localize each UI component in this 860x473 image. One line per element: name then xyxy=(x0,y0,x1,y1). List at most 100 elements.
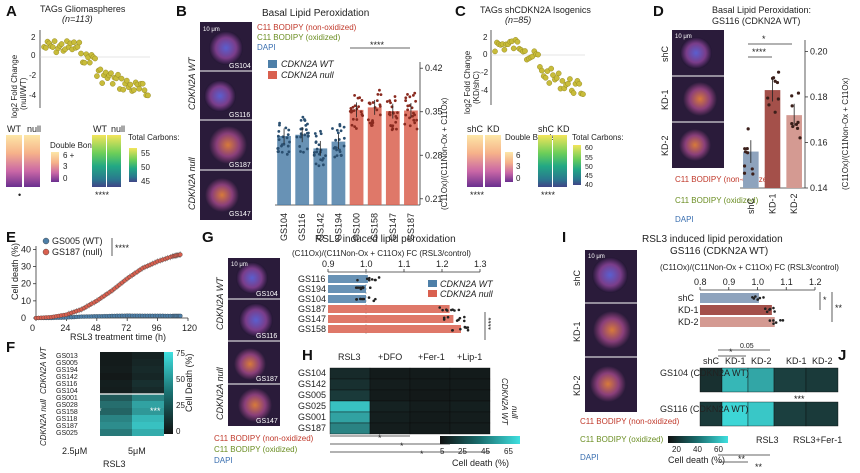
panel-a-dots xyxy=(41,38,151,99)
heatmap-f: GS013GS005GS194GS142GS116GS104GS001GS028… xyxy=(56,352,164,437)
data-point xyxy=(301,115,305,119)
colorbar-tick: 5 xyxy=(440,447,445,456)
data-point xyxy=(396,111,399,114)
panel-c-title: TAGs shCDKN2A Isogenics xyxy=(480,5,591,15)
panel-i-axis-label: (C11Ox)/(C11Non-Ox + C11Ox) FC (RSL3/con… xyxy=(660,263,839,272)
data-point xyxy=(286,133,290,137)
x-tick-label: shC xyxy=(746,197,756,214)
panel-c-ytick: 0 xyxy=(483,50,488,59)
panel-a-ylabel: log2 Fold Change xyxy=(10,54,19,118)
heat-cell xyxy=(100,359,132,366)
heat-cell xyxy=(773,367,807,393)
data-point xyxy=(406,93,409,96)
panel-g-title: RSL3 induced lipid peroxidation xyxy=(315,234,456,245)
data-point xyxy=(766,96,770,100)
y-tick-label: GS194 xyxy=(298,284,326,294)
bar xyxy=(349,109,364,205)
row-label: GS025 xyxy=(298,401,326,411)
data-point xyxy=(299,135,303,139)
scale-bar-label: 10 μm xyxy=(675,34,692,40)
data-point xyxy=(287,128,291,132)
micrograph-cell xyxy=(209,31,243,65)
sig-mark: * xyxy=(98,406,102,416)
micrograph-cell xyxy=(592,257,628,293)
colorbar-label: Cell death (%) xyxy=(452,458,509,468)
heatmap-wt-column xyxy=(6,135,22,187)
heat-cell xyxy=(100,380,132,387)
data-point xyxy=(389,101,392,105)
micrograph-cell xyxy=(234,348,266,380)
row-label-wt: CDKN2A WT xyxy=(187,56,197,110)
colorbar-tick: 6 + xyxy=(63,151,75,160)
data-point xyxy=(371,101,375,104)
stain-oxidized: C11 BODIPY (oxidized) xyxy=(214,445,298,454)
heat-cell xyxy=(100,408,132,415)
data-point xyxy=(280,150,284,154)
panel-j: J 0.05 * shC KD-1 KD-2 KD-1 KD-2 GS104 (… xyxy=(660,343,846,472)
data-point xyxy=(356,278,359,282)
data-point xyxy=(459,327,462,331)
heat-cell xyxy=(747,401,775,427)
group-label: RSL3 xyxy=(756,435,779,445)
data-point xyxy=(285,152,289,156)
row-label: GS005 xyxy=(56,360,78,367)
heatmap-kd-column xyxy=(485,135,501,187)
group-label-wt: CDKN2A WT xyxy=(39,346,48,394)
panel-d-title1: Basal Lipid Peroxidation: xyxy=(712,5,811,15)
heat-cell xyxy=(329,367,371,380)
data-point xyxy=(305,147,309,151)
heat-col-label: null xyxy=(111,124,125,134)
bar xyxy=(367,107,382,205)
heat-cell xyxy=(369,367,411,380)
lipid-dot xyxy=(565,80,571,87)
data-point xyxy=(333,155,337,159)
data-point xyxy=(277,129,281,133)
stain-dapi: DAPI xyxy=(257,43,276,52)
data-point xyxy=(371,121,375,125)
data-point xyxy=(796,91,801,95)
chart-e: 0 10 20 30 40 0 24 48 72 96 120 xyxy=(21,244,197,333)
data-point xyxy=(375,99,379,103)
lipid-dot xyxy=(51,38,58,44)
data-point xyxy=(745,146,749,151)
x-tick-label: GS142 xyxy=(315,213,325,241)
x-tick-label: 0 xyxy=(30,323,35,333)
legend-title: Double Bonds: xyxy=(50,141,102,150)
data-point xyxy=(388,99,392,103)
colorbar-cell-death xyxy=(668,436,728,443)
heat-cell xyxy=(100,415,132,422)
bar xyxy=(700,305,772,315)
lipid-dot xyxy=(124,77,130,84)
row-label: GS005 xyxy=(298,390,326,400)
heat-cell xyxy=(132,408,164,415)
col-label: KD-2 xyxy=(751,356,772,366)
panel-label-h: H xyxy=(302,347,313,364)
data-point xyxy=(796,120,800,124)
data-point xyxy=(367,296,371,299)
sig-mark: * xyxy=(420,449,424,459)
colorbar-tick: 0 xyxy=(176,427,181,436)
sig-mark: *** xyxy=(794,394,805,404)
x-tick-label: 96 xyxy=(152,323,162,333)
data-point xyxy=(388,113,392,117)
data-point xyxy=(403,122,407,126)
micrograph-cell xyxy=(205,178,239,212)
heat-col-label: shC xyxy=(538,124,555,134)
data-point xyxy=(776,97,780,101)
micrograph-label: GS187 xyxy=(256,376,278,383)
data-point xyxy=(287,150,291,154)
data-point xyxy=(342,144,346,148)
data-point xyxy=(351,117,355,121)
data-point xyxy=(378,104,382,108)
chart-b: 0.21 0.28 0.35 0.42 GS104 GS116 GS142 GS194 GS10… xyxy=(275,62,443,241)
panel-e-ylabel: Cell death (%) xyxy=(10,243,20,300)
data-point xyxy=(335,128,339,132)
data-point xyxy=(385,100,389,103)
lipid-dot xyxy=(58,41,65,47)
legend-marker-wt xyxy=(42,237,50,245)
heat-cell xyxy=(369,378,411,391)
stain-dapi: DAPI xyxy=(580,453,599,462)
y-tick-label: 0.28 xyxy=(425,150,443,160)
data-point xyxy=(790,94,794,98)
data-point xyxy=(394,115,398,118)
